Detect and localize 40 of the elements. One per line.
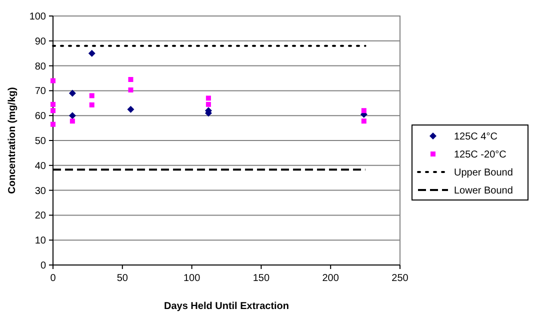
y-axis-title: Concentration (mg/kg): [7, 87, 18, 194]
x-tick-label: 250: [392, 273, 409, 284]
y-tick-label: 30: [34, 186, 46, 197]
y-tick-label: 10: [34, 236, 46, 247]
point: [127, 106, 134, 113]
x-tick-label: 200: [322, 273, 340, 284]
point: [128, 76, 134, 82]
x-tick-label: 0: [50, 273, 56, 284]
x-tick-label: 50: [116, 273, 128, 284]
x-tick-label: 100: [183, 273, 201, 284]
legend-label: 125C -20°C: [454, 150, 506, 160]
point: [68, 90, 76, 97]
point: [68, 112, 76, 120]
point: [206, 102, 211, 107]
point: [70, 118, 75, 124]
y-tick-label: 40: [34, 160, 46, 172]
y-tick-label: 70: [34, 86, 46, 98]
y-tick-label: 0: [40, 260, 46, 272]
x-axis-title: Days Held Until Extraction: [164, 301, 290, 312]
y-tick-label: 50: [34, 136, 46, 147]
legend-label: 125C 4°C: [454, 132, 498, 142]
point: [361, 118, 366, 124]
legend-label: Lower Bound: [454, 186, 513, 196]
y-tick-label: 80: [34, 61, 46, 72]
y-tick-label: 20: [34, 210, 46, 222]
y-tick-label: 60: [34, 111, 46, 122]
point: [206, 96, 211, 101]
y-tick-label: 100: [29, 12, 46, 22]
x-tick-label: 150: [252, 273, 270, 284]
y-tick-label: 90: [34, 36, 46, 48]
point: [88, 50, 96, 57]
point: [50, 78, 56, 84]
point: [89, 102, 94, 108]
point: [50, 122, 56, 127]
point: [89, 93, 94, 98]
legend-label: Upper Bound: [454, 168, 513, 178]
point: [50, 108, 56, 114]
point: [128, 87, 134, 92]
point: [50, 102, 56, 107]
point: [361, 108, 366, 114]
